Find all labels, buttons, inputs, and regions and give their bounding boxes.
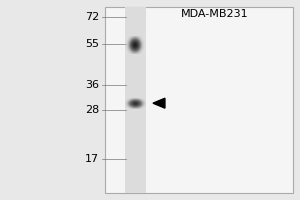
Text: 17: 17 <box>85 154 99 164</box>
Text: 55: 55 <box>85 39 99 49</box>
FancyBboxPatch shape <box>105 7 293 193</box>
Text: 28: 28 <box>85 105 99 115</box>
Text: MDA-MB231: MDA-MB231 <box>180 9 248 19</box>
Text: 36: 36 <box>85 80 99 90</box>
Text: 72: 72 <box>85 12 99 22</box>
FancyBboxPatch shape <box>124 7 146 193</box>
Polygon shape <box>153 98 165 108</box>
